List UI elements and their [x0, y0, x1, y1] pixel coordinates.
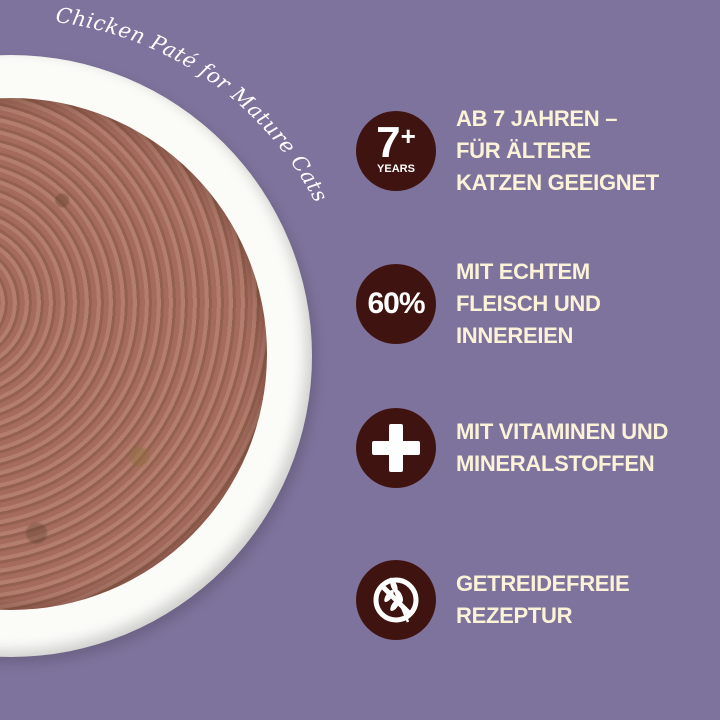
feature-text: MIT ECHTEM FLEISCH UND INNEREIEN [456, 256, 601, 352]
feature-meat: 60% MIT ECHTEM FLEISCH UND INNEREIEN [356, 256, 712, 352]
percent-badge: 60% [356, 264, 436, 344]
plus-badge [356, 408, 436, 488]
line: MIT VITAMINEN UND [456, 419, 669, 444]
feature-vitamins: MIT VITAMINEN UND MINERALSTOFFEN [356, 408, 712, 488]
line: FLEISCH UND [456, 291, 601, 316]
line: REZEPTUR [456, 603, 573, 628]
grain-free-badge [356, 560, 436, 640]
feature-text: MIT VITAMINEN UND MINERALSTOFFEN [456, 416, 668, 480]
feature-age: 7+ YEARS AB 7 JAHREN – FÜR ÄLTERE KATZEN… [356, 103, 712, 199]
age-number: 7 [376, 118, 401, 167]
product-label: Chicken Paté for Mature Cats [54, 3, 332, 206]
feature-text: AB 7 JAHREN – FÜR ÄLTERE KATZEN GEEIGNET [456, 103, 659, 199]
line: AB 7 JAHREN – [456, 106, 618, 131]
age-years-label: YEARS [377, 163, 415, 175]
feature-grain-free: GETREIDEFREIE REZEPTUR [356, 560, 712, 640]
line: INNEREIEN [456, 323, 574, 348]
line: KATZEN GEEIGNET [456, 170, 659, 195]
line: MIT ECHTEM [456, 259, 590, 284]
line: FÜR ÄLTERE [456, 138, 591, 163]
feature-text: GETREIDEFREIE REZEPTUR [456, 568, 630, 632]
age-badge: 7+ YEARS [356, 111, 436, 191]
plus-icon [372, 424, 420, 472]
percent-value: 60% [367, 287, 425, 320]
age-plus: + [400, 121, 416, 151]
grain-free-icon [373, 577, 419, 623]
line: MINERALSTOFFEN [456, 451, 655, 476]
line: GETREIDEFREIE [456, 571, 630, 596]
